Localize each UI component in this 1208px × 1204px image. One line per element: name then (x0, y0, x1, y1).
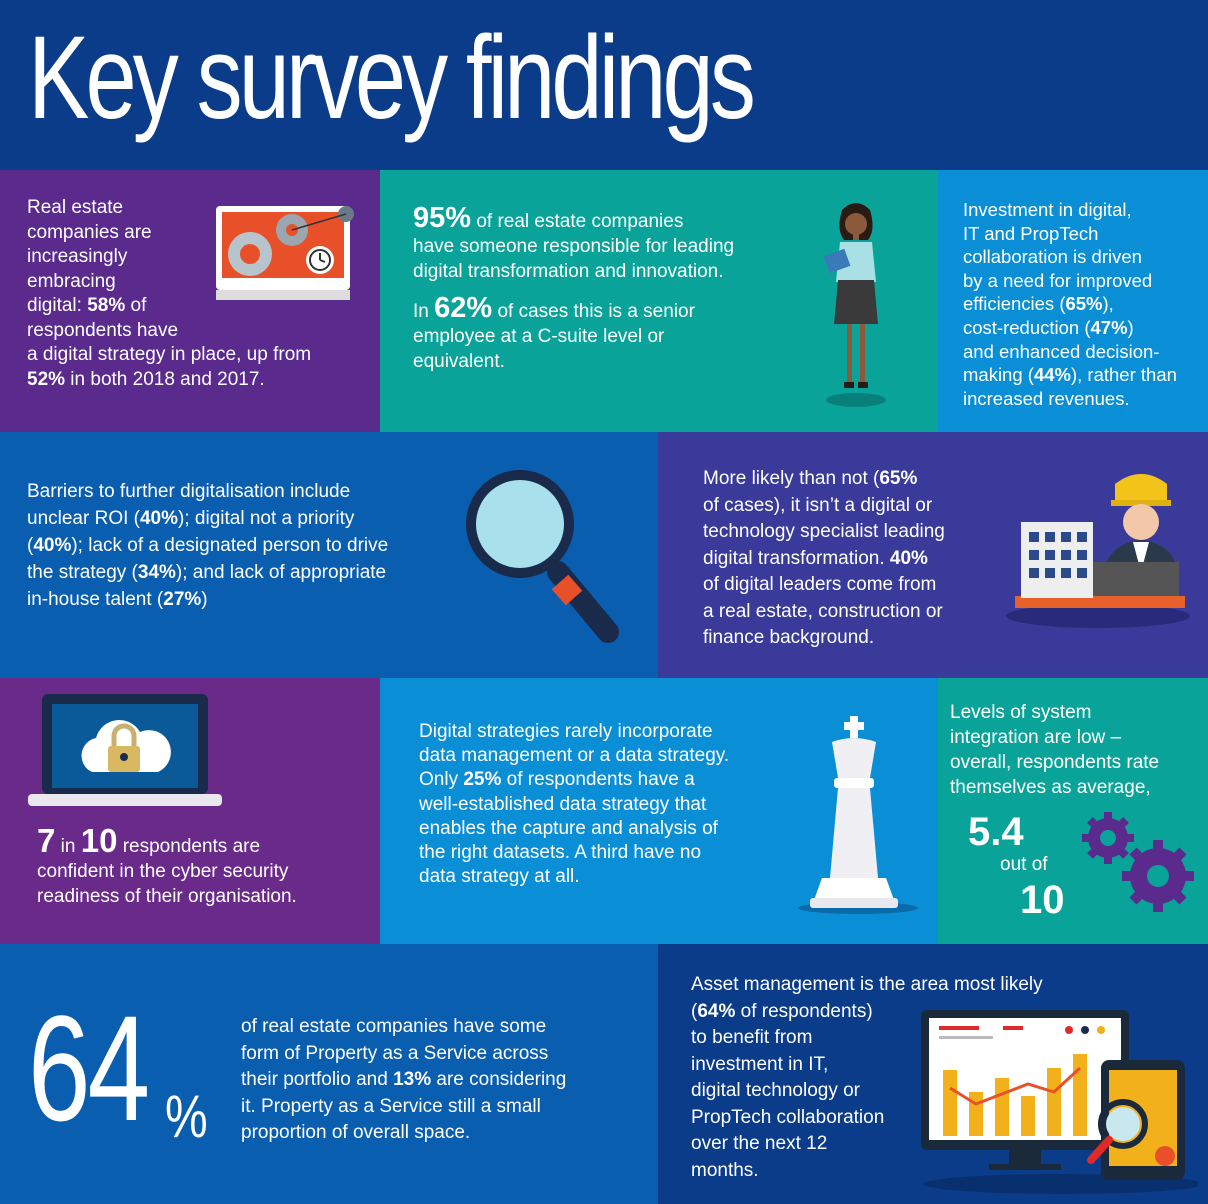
panel-digital-leaders: More likely than not (65% of cases), it … (658, 432, 1208, 678)
panel-data-strategy: Digital strategies rarely incorporate da… (380, 678, 938, 944)
panel-leadership: 95% of real estate companies have someon… (380, 170, 938, 432)
panel-digital-strategy: Real estate companies are increasingly e… (0, 170, 380, 432)
panel-asset-management: Asset management is the area most likely… (658, 944, 1208, 1204)
panel-investment-drivers: Investment in digital, IT and PropTech c… (938, 170, 1208, 432)
panel-digital-leaders-text: More likely than not (65% of cases), it … (703, 468, 945, 648)
monitor-chart-icon (921, 1010, 1198, 1194)
score-max: 10 (1020, 878, 1065, 922)
panel-investment-drivers-text: Investment in digital, IT and PropTech c… (963, 199, 1177, 409)
chess-king-icon (798, 716, 918, 914)
panel-cyber-security-text: 7 in 10 respondents are confident in the… (37, 822, 297, 907)
stat-number: 64 (28, 984, 150, 1152)
panel-cyber-security: 7 in 10 respondents are confident in the… (0, 678, 380, 944)
panel-property-as-service-text: of real estate companies have some form … (241, 1016, 567, 1143)
engineer-icon (1006, 474, 1190, 628)
page-title: Key survey findings (28, 12, 756, 144)
panel-property-as-service: 64 % of real estate companies have some … (0, 944, 658, 1204)
panel-leadership-text: 95% of real estate companies have someon… (413, 202, 735, 373)
panel-barriers: Barriers to further digitalisation inclu… (0, 432, 658, 678)
businesswoman-icon (823, 203, 886, 407)
score-value: 5.4 (968, 810, 1024, 854)
magnifier-icon (466, 470, 619, 643)
panel-data-strategy-text: Digital strategies rarely incorporate da… (419, 721, 730, 888)
stat-percent-sign: % (165, 1083, 208, 1150)
monitor-gears-icon (216, 206, 354, 300)
score-out-of: out of (1000, 854, 1048, 875)
panel-barriers-text: Barriers to further digitalisation inclu… (27, 481, 389, 610)
panel-digital-strategy-text: Real estate companies are increasingly e… (27, 197, 312, 390)
panel-system-integration: Levels of system integration are low – o… (938, 678, 1208, 944)
panel-system-integration-text: Levels of system integration are low – o… (950, 702, 1160, 798)
gears-icon (1082, 812, 1194, 912)
laptop-cloud-lock-icon (28, 694, 222, 806)
panel-asset-management-text: Asset management is the area most likely… (691, 974, 1043, 1181)
